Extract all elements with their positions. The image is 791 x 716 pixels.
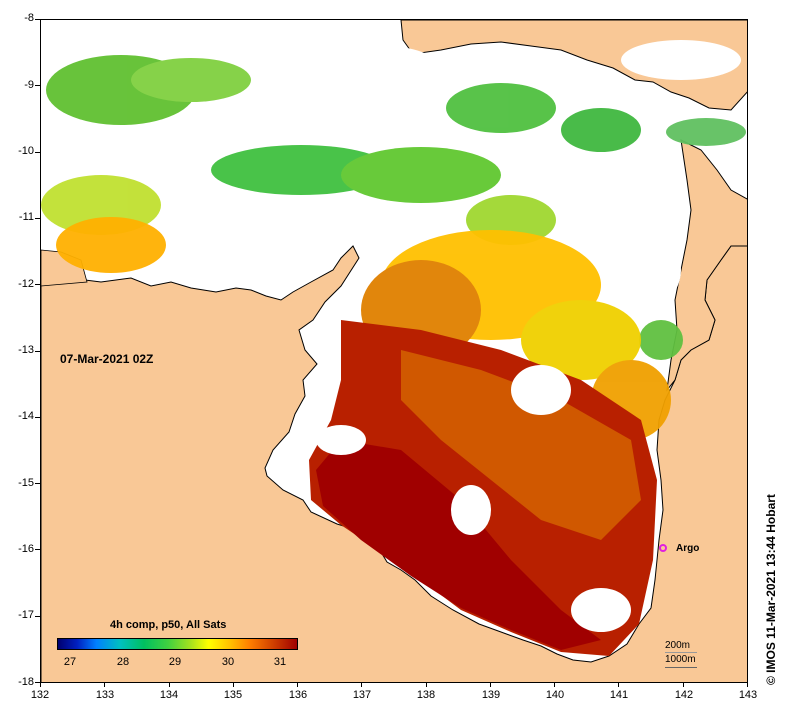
argo-label: Argo [676,543,700,554]
x-tick-label: 143 [738,689,758,701]
x-tick-label: 142 [674,689,694,701]
colorbar-tick: 27 [63,656,77,668]
colorbar-tick: 29 [168,656,182,668]
y-tick-label: -9 [24,79,34,91]
y-tick-label: -16 [18,543,34,555]
x-tick-mark [489,682,491,687]
x-tick-label: 136 [288,689,308,701]
x-tick-mark [554,682,556,687]
contour-1000m-line [665,667,697,668]
sst-south-hot [309,320,657,656]
colorbar [57,638,298,650]
colorbar-tick: 30 [221,656,235,668]
x-tick-mark [168,682,170,687]
x-tick-label: 140 [545,689,565,701]
x-tick-label: 132 [30,689,50,701]
y-tick-mark [35,615,40,617]
date-label: 07-Mar-2021 02Z [60,352,154,366]
y-tick-label: -17 [18,609,34,621]
x-tick-label: 138 [416,689,436,701]
map-frame [40,19,748,683]
y-tick-label: -15 [18,477,34,489]
y-tick-mark [35,19,40,20]
y-tick-label: -8 [24,12,34,24]
y-tick-label: -12 [18,278,34,290]
x-tick-label: 139 [481,689,501,701]
y-tick-label: -13 [18,344,34,356]
credit-label: © IMOS 11-Mar-2021 13:44 Hobart [764,494,778,685]
y-tick-label: -10 [18,145,34,157]
x-tick-label: 141 [609,689,629,701]
x-tick-mark [747,682,748,687]
x-tick-label: 135 [223,689,243,701]
y-tick-mark [35,549,40,551]
colorbar-tick: 28 [116,656,130,668]
x-tick-mark [425,682,427,687]
argo-marker-icon[interactable] [659,544,667,552]
y-tick-mark [35,682,40,683]
x-tick-label: 133 [95,689,115,701]
y-tick-mark [35,284,40,286]
contour-1000m-label: 1000m [665,654,696,665]
y-tick-mark [35,151,40,153]
y-tick-mark [35,416,40,418]
x-tick-label: 134 [159,689,179,701]
sst-north-green [41,55,746,360]
sst-gaps [311,40,741,632]
x-tick-mark [297,682,299,687]
y-tick-label: -18 [18,676,34,688]
contour-200m-label: 200m [665,640,691,651]
credit-text: © IMOS 11-Mar-2021 13:44 Hobart [764,445,784,685]
x-tick-mark [618,682,620,687]
colorbar-tick: 31 [273,656,287,668]
contour-200m-line [665,652,697,653]
colorbar-title: 4h comp, p50, All Sats [110,619,227,631]
map-canvas [41,20,747,682]
x-tick-mark [104,682,106,687]
y-tick-mark [35,217,40,219]
y-tick-mark [35,483,40,485]
y-tick-mark [35,85,40,87]
y-tick-label: -11 [18,211,34,223]
x-tick-mark [682,682,684,687]
y-tick-mark [35,350,40,352]
land-cape-york [666,139,747,392]
x-tick-mark [232,682,234,687]
x-tick-mark [40,682,41,687]
x-tick-label: 137 [352,689,372,701]
y-tick-label: -14 [18,410,34,422]
x-tick-mark [361,682,363,687]
